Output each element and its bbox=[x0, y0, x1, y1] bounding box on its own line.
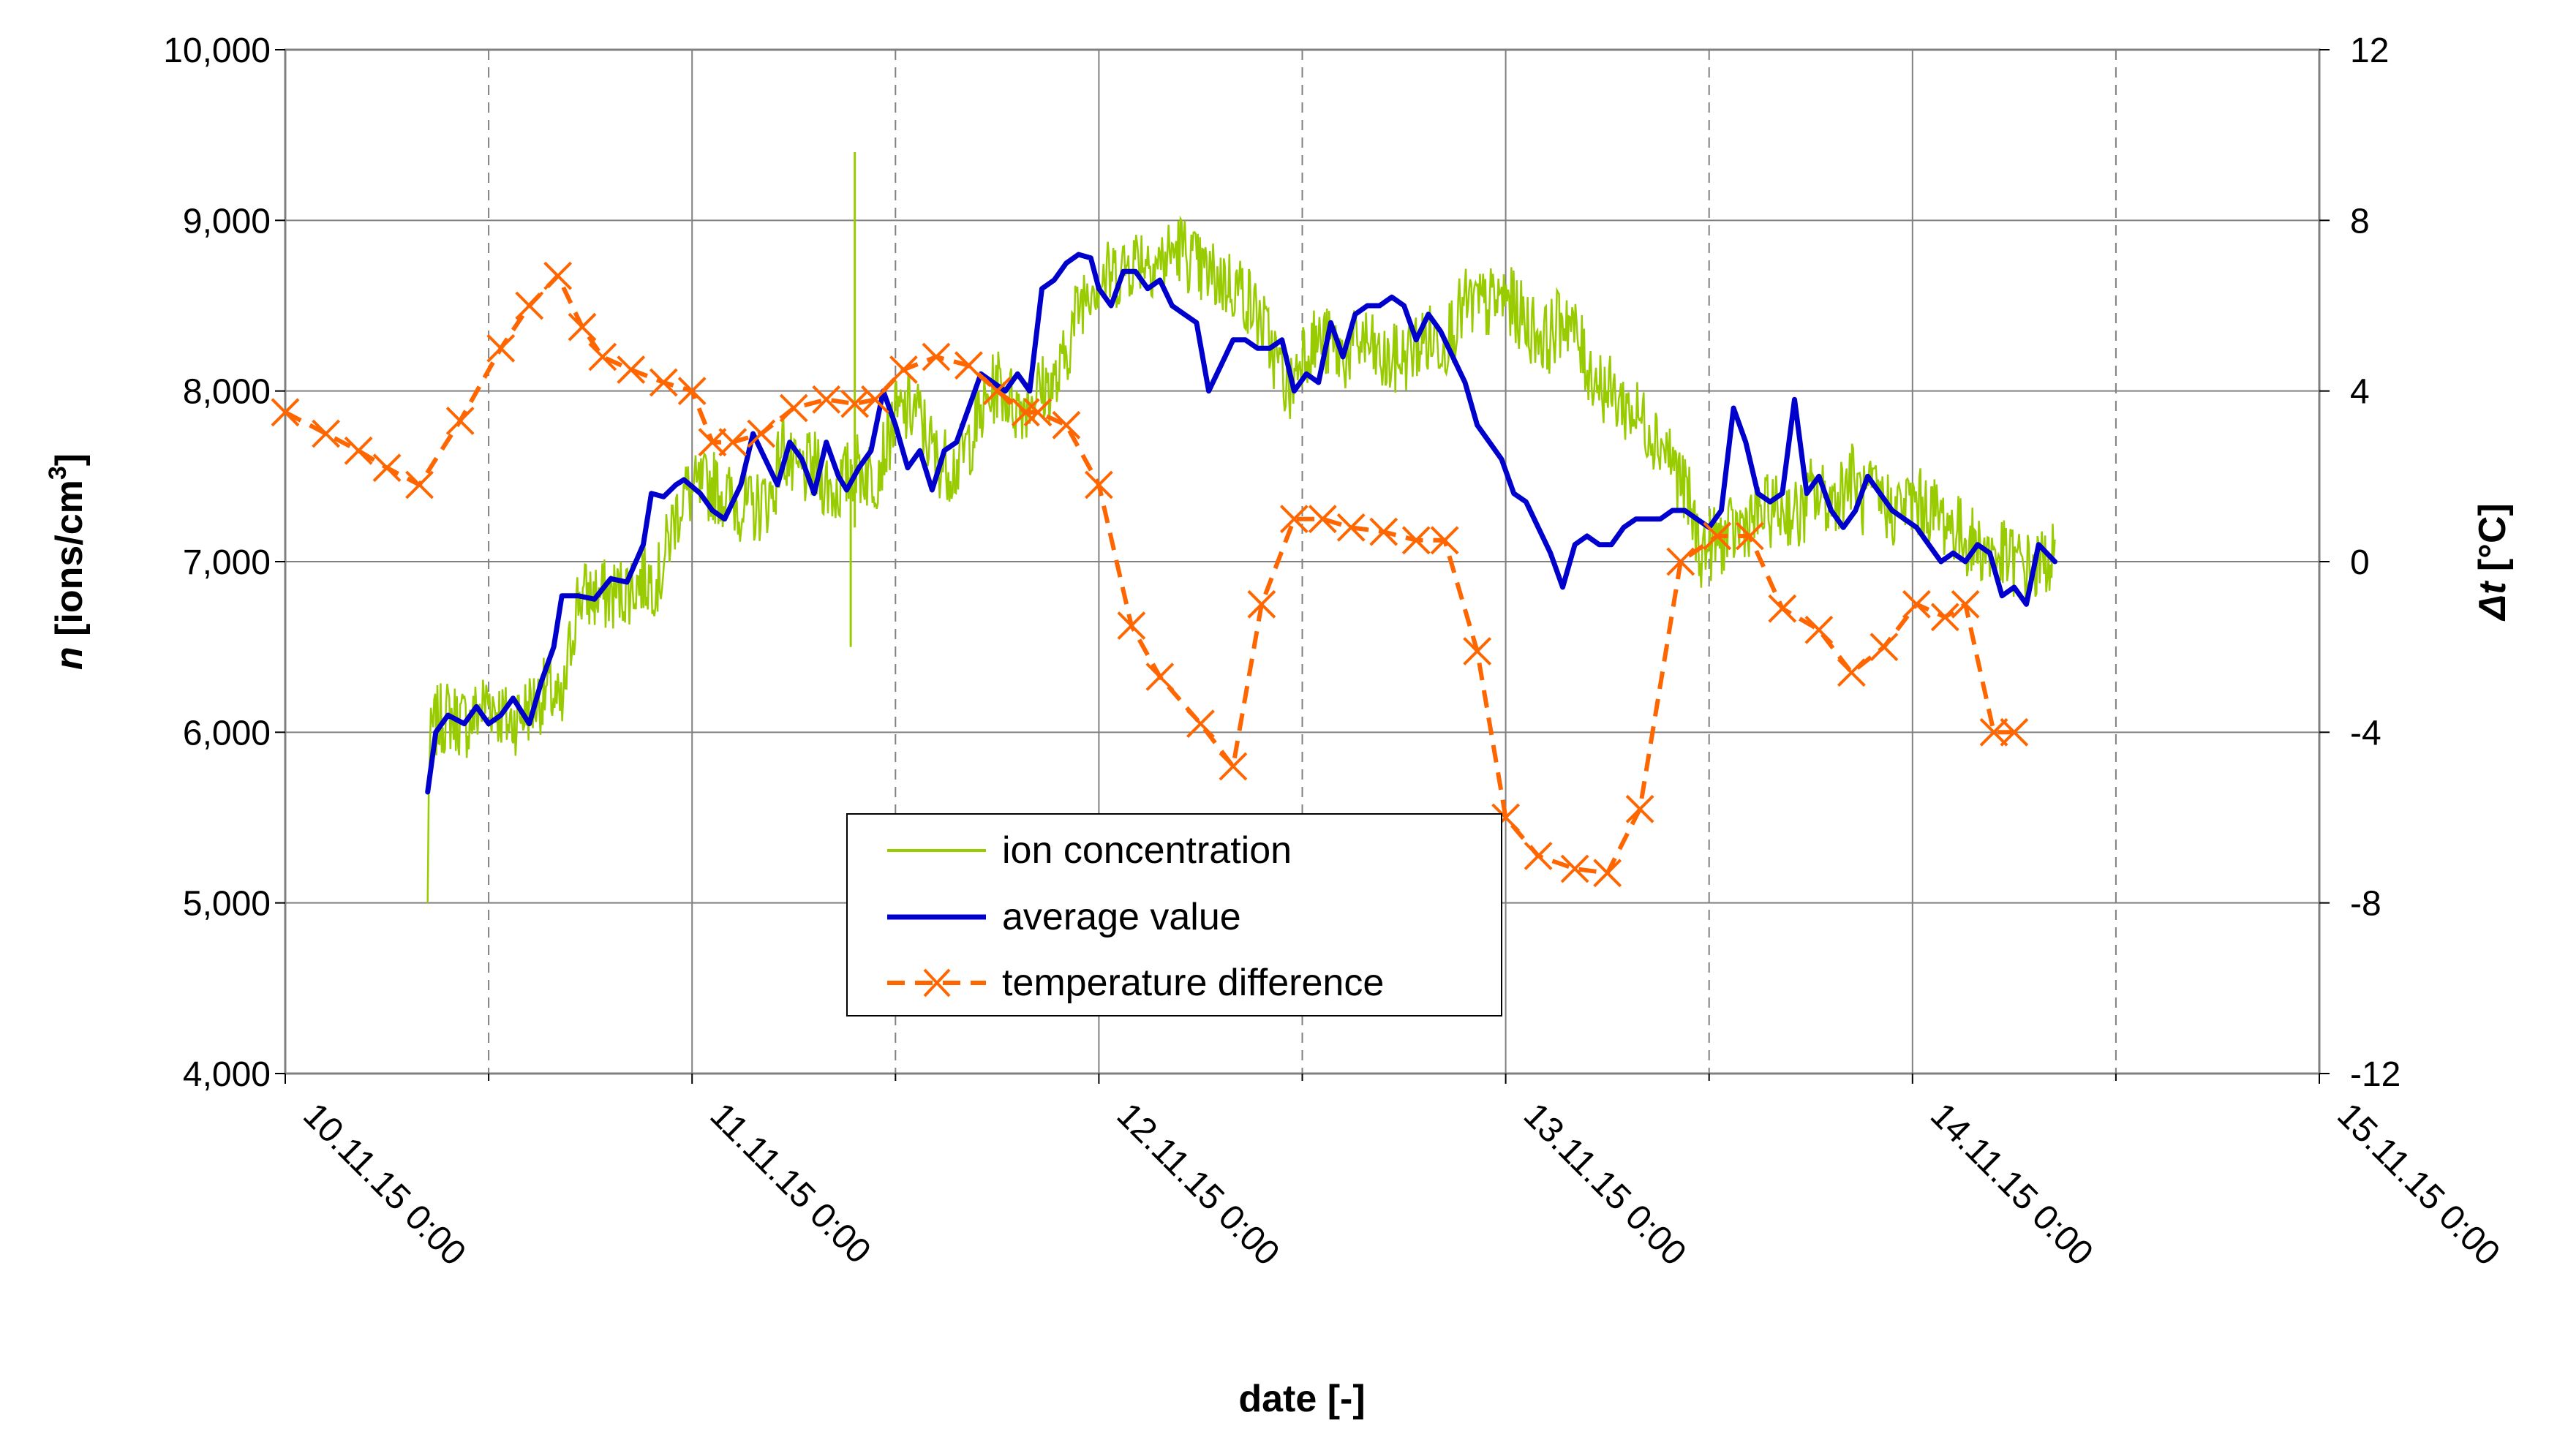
legend-label-temperature-difference: temperature difference bbox=[1002, 962, 1384, 1004]
legend: ion concentration average value temperat… bbox=[846, 813, 1502, 1016]
temperature-difference-marker bbox=[1219, 752, 1248, 781]
temperature-difference-marker bbox=[954, 351, 983, 380]
temperature-difference-marker bbox=[543, 261, 573, 290]
temperature-difference-marker bbox=[271, 398, 300, 427]
temperature-difference-marker bbox=[812, 385, 841, 414]
temperature-difference-marker bbox=[617, 355, 646, 384]
temperature-difference-marker bbox=[677, 377, 707, 406]
y-left-unit: [ions/cm bbox=[48, 480, 91, 636]
temperature-difference-marker bbox=[1336, 513, 1366, 542]
series-line-temperature-difference bbox=[284, 274, 2014, 875]
temperature-difference-marker bbox=[372, 453, 402, 483]
svg-text:n [ions/cm3]: n [ions/cm3] bbox=[44, 453, 91, 670]
temperature-difference-marker bbox=[1560, 854, 1589, 883]
temperature-difference-marker bbox=[1869, 633, 1899, 662]
y-left-tick-label: 10,000 bbox=[163, 31, 271, 70]
temperature-difference-marker bbox=[1145, 663, 1175, 691]
temperature-difference-marker bbox=[1247, 589, 1276, 619]
temperature-difference-marker bbox=[515, 291, 544, 320]
temperature-difference-marker bbox=[982, 377, 1012, 406]
temperature-difference-marker bbox=[718, 428, 748, 457]
y-left-unit-close: ] bbox=[48, 453, 91, 466]
temperature-difference-marker bbox=[698, 428, 727, 457]
svg-text:Δt [°C]: Δt [°C] bbox=[2471, 503, 2514, 622]
temperature-difference-marker bbox=[861, 385, 889, 414]
y-left-tick-label: 7,000 bbox=[183, 543, 271, 582]
y-left-tick-label: 6,000 bbox=[183, 714, 271, 752]
y-axis-left-title: n [ions/cm3] bbox=[44, 453, 91, 670]
temperature-difference-marker bbox=[445, 407, 475, 435]
temperature-difference-marker bbox=[1463, 637, 1492, 665]
series-line-ion-concentration bbox=[426, 215, 2056, 903]
y-right-unit: [°C] bbox=[2471, 503, 2514, 571]
temperature-difference-marker bbox=[1804, 615, 1834, 644]
temperature-difference-marker bbox=[568, 312, 597, 342]
temperature-difference-marker bbox=[1369, 517, 1398, 546]
temperature-difference-marker bbox=[747, 419, 776, 448]
temperature-difference-marker bbox=[1768, 594, 1797, 623]
y-left-unit-sup: 3 bbox=[44, 466, 72, 480]
temperature-difference-marker bbox=[344, 436, 373, 465]
temperature-difference-marker bbox=[312, 419, 341, 448]
temperature-difference-marker bbox=[588, 342, 617, 371]
temperature-difference-marker bbox=[486, 333, 516, 363]
legend-marker-temperature-difference bbox=[923, 968, 951, 997]
temperature-difference-marker bbox=[1011, 398, 1040, 427]
temperature-difference-marker bbox=[1951, 589, 1980, 619]
temperature-difference-marker bbox=[1430, 526, 1459, 555]
temperature-difference-marker bbox=[1703, 521, 1732, 551]
temperature-difference-marker bbox=[1625, 794, 1654, 823]
temperature-difference-marker bbox=[1401, 526, 1431, 555]
legend-item-temperature-difference: temperature difference bbox=[887, 962, 1384, 1004]
temperature-difference-marker bbox=[889, 355, 918, 384]
temperature-difference-marker bbox=[1052, 410, 1081, 440]
y-right-tick-label: 0 bbox=[2350, 543, 2370, 582]
y-right-tick-label: 4 bbox=[2350, 373, 2370, 412]
y-left-tick-label: 9,000 bbox=[183, 202, 271, 241]
y-axis-right-title: Δt [°C] bbox=[2471, 503, 2514, 622]
temperature-difference-marker bbox=[1117, 611, 1146, 640]
x-axis-title: date [-] bbox=[1238, 1378, 1365, 1420]
temperature-difference-marker bbox=[1524, 842, 1553, 870]
y-right-tick-label: 12 bbox=[2350, 31, 2389, 70]
y-right-tick-label: -12 bbox=[2350, 1055, 2401, 1094]
y-left-var: n bbox=[48, 646, 91, 670]
temperature-difference-marker bbox=[779, 393, 808, 423]
temperature-difference-marker bbox=[1593, 859, 1622, 888]
temperature-difference-marker bbox=[922, 342, 951, 371]
y-right-tick-label: -4 bbox=[2350, 714, 2381, 752]
y-right-var: Δt bbox=[2471, 580, 2514, 622]
temperature-difference-marker bbox=[1837, 658, 1866, 687]
temperature-difference-marker bbox=[1084, 470, 1113, 499]
temperature-difference-marker bbox=[1186, 709, 1215, 739]
temperature-difference-marker bbox=[1666, 547, 1695, 576]
y-left-tick-label: 4,000 bbox=[183, 1055, 271, 1094]
y-right-tick-label: -8 bbox=[2350, 885, 2381, 924]
legend-label-average-value: average value bbox=[1002, 896, 1241, 938]
temperature-difference-marker bbox=[405, 470, 434, 499]
temperature-difference-marker bbox=[1023, 398, 1053, 427]
legend-label-ion-concentration: ion concentration bbox=[1002, 829, 1292, 872]
legend-item-average-value: average value bbox=[887, 896, 1241, 938]
temperature-difference-marker bbox=[649, 368, 678, 397]
y-right-tick-label: 8 bbox=[2350, 202, 2370, 241]
series-layer bbox=[271, 152, 2057, 903]
y-left-tick-label: 8,000 bbox=[183, 373, 271, 412]
y-left-tick-label: 5,000 bbox=[183, 885, 271, 924]
temperature-difference-marker bbox=[1902, 589, 1931, 619]
temperature-difference-marker bbox=[1735, 521, 1764, 551]
temperature-difference-marker bbox=[1279, 505, 1309, 534]
legend-item-ion-concentration: ion concentration bbox=[887, 829, 1292, 872]
temperature-difference-marker bbox=[1930, 603, 1959, 632]
temperature-difference-marker bbox=[2000, 717, 2029, 747]
temperature-difference-marker bbox=[1308, 505, 1337, 534]
series-line-average-value bbox=[425, 252, 2057, 795]
temperature-difference-marker bbox=[1979, 717, 2008, 747]
